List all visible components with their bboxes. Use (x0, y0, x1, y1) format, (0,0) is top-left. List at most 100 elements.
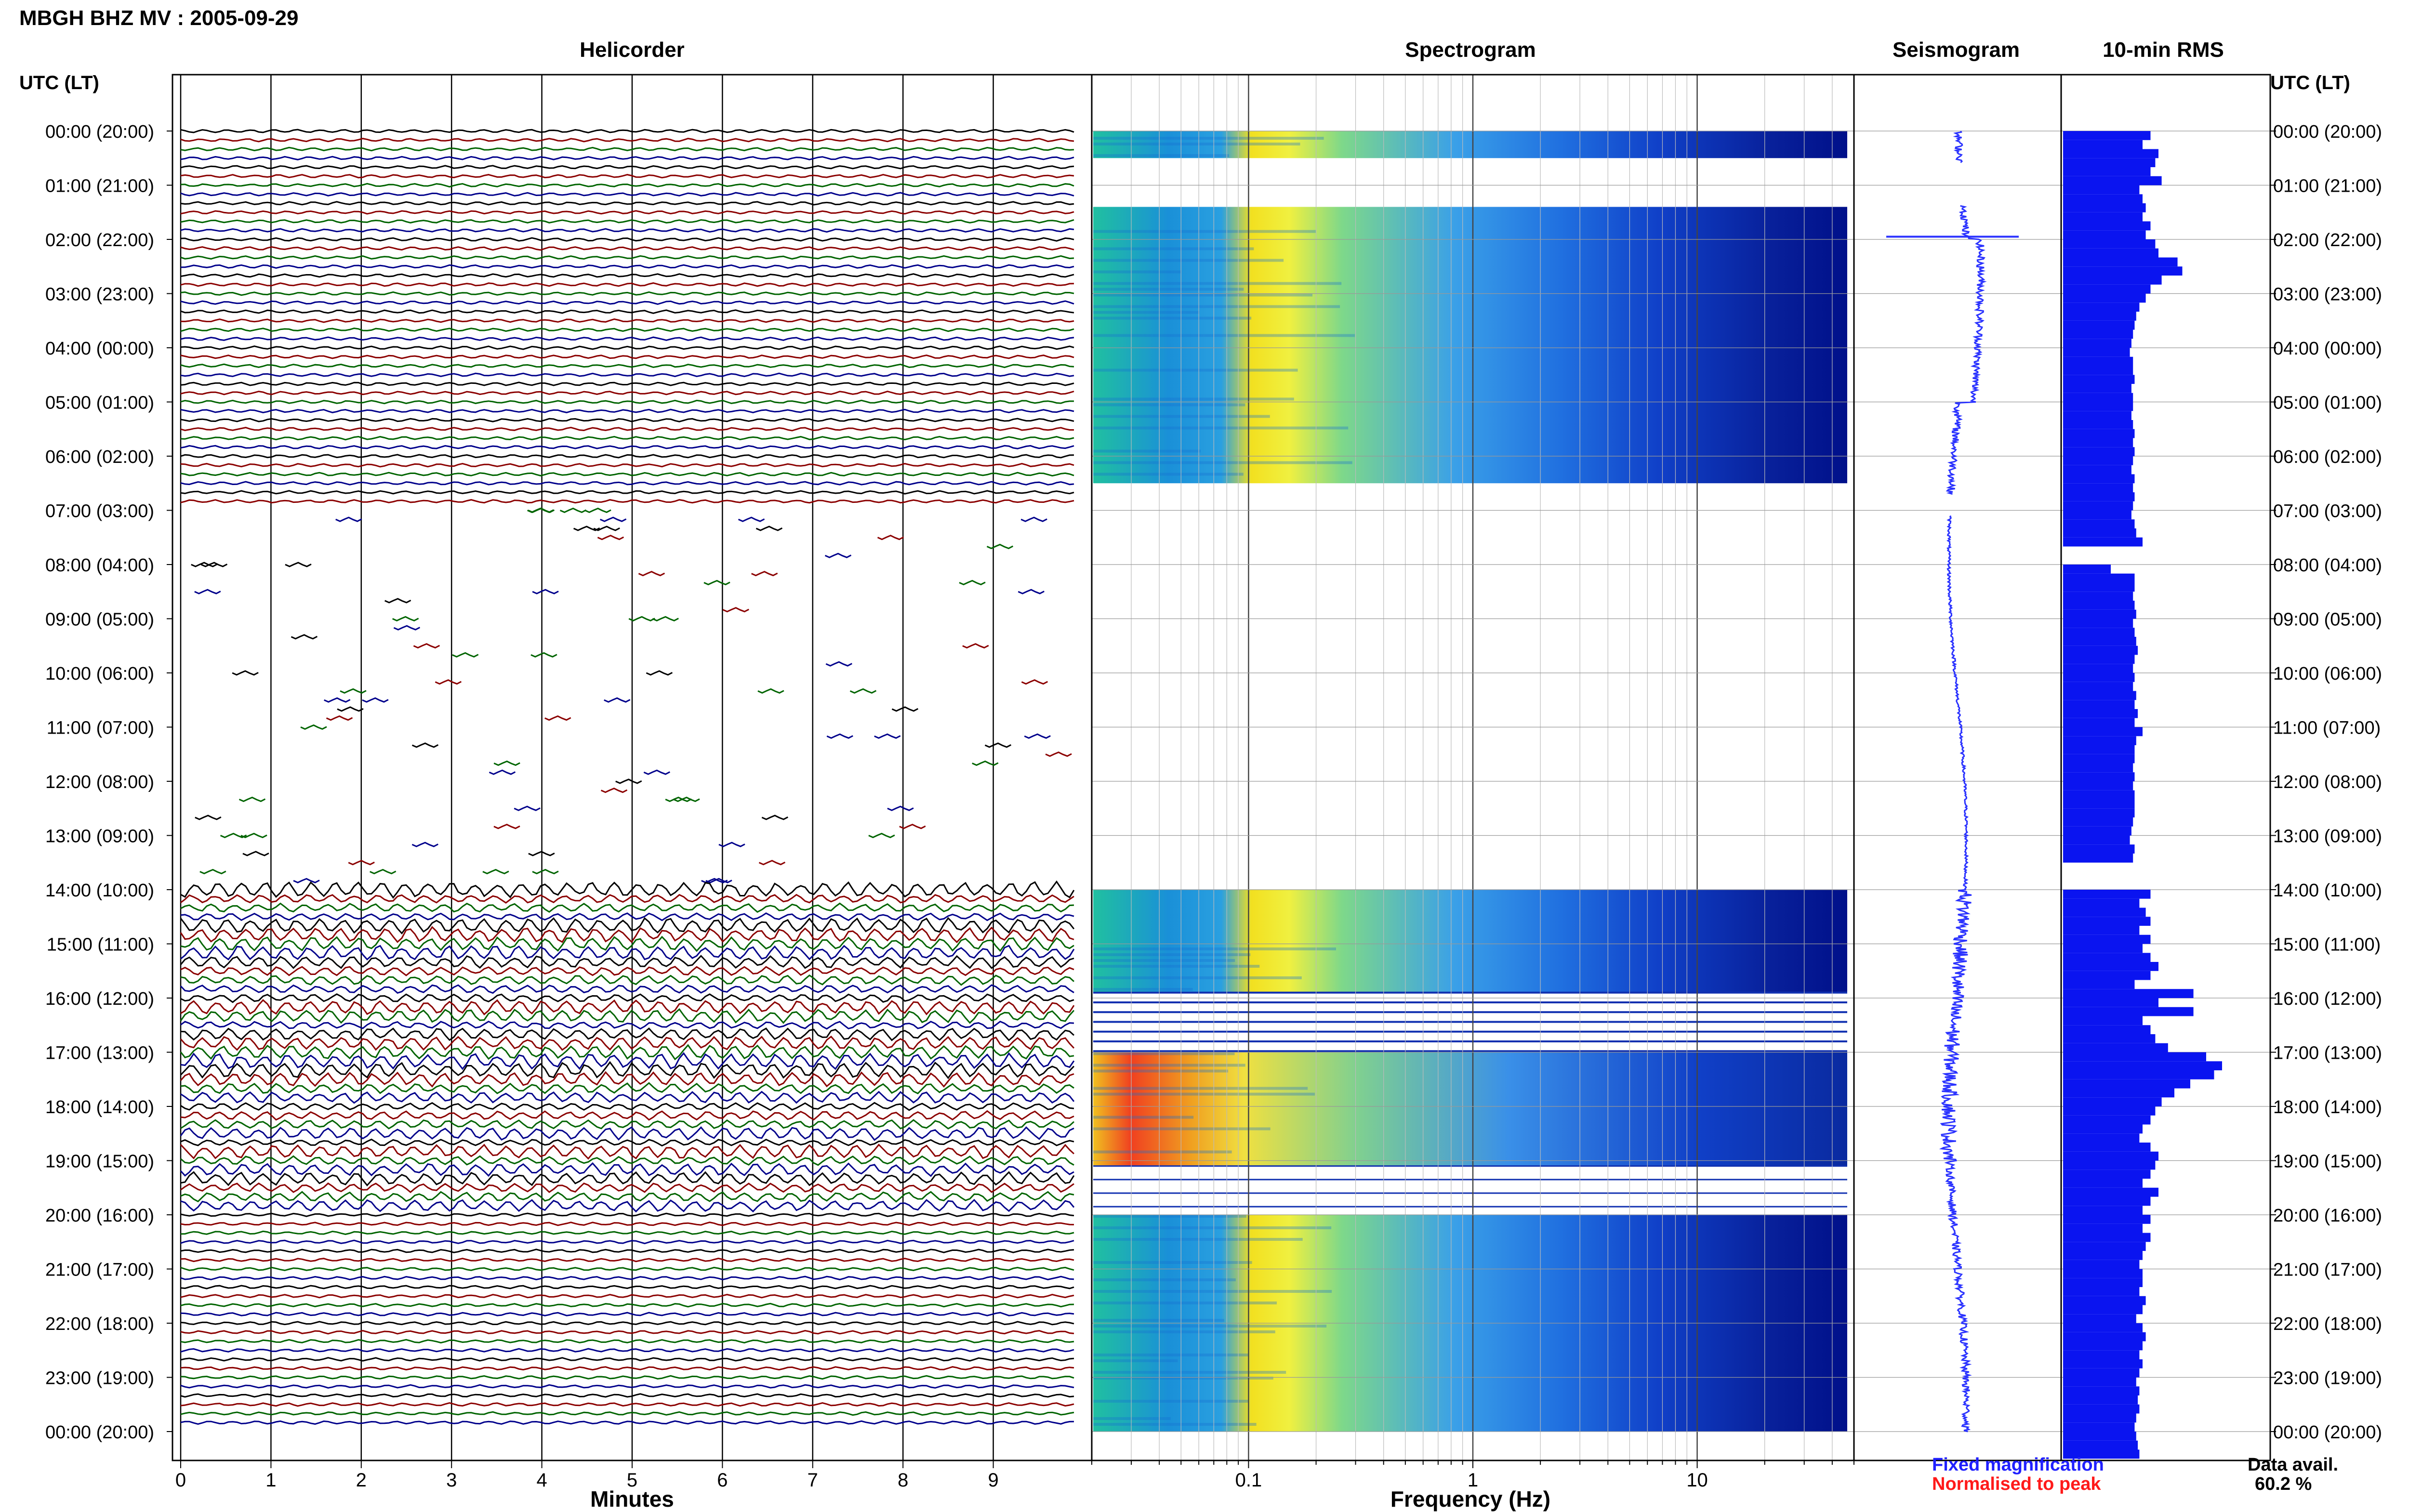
helicorder-fragment (615, 778, 642, 784)
rms-bar (2063, 573, 2135, 583)
helicorder-fragment (825, 661, 852, 667)
rms-bar (2063, 962, 2158, 971)
helicorder-fragment (849, 688, 877, 694)
spectrogram-band (1093, 988, 1193, 991)
hour-label-left: 16:00 (12:00) (45, 989, 154, 1009)
rms-bar (2063, 167, 2151, 176)
spectrogram-band (1093, 1052, 1235, 1055)
rms-bar (2063, 420, 2133, 429)
hour-label-left: 05:00 (01:00) (45, 393, 154, 413)
helicorder-fragment (673, 796, 700, 802)
rms-frame (2060, 74, 2271, 1461)
rms-bar (2063, 1124, 2143, 1134)
helicorder-trace (180, 1110, 1074, 1121)
hour-label-left: 17:00 (13:00) (45, 1043, 154, 1064)
spectrogram-band (1093, 259, 1284, 262)
helicorder-trace (180, 1061, 1075, 1079)
rms-title: 10-min RMS (2103, 38, 2224, 62)
rms-bar (2063, 266, 2183, 276)
rms-bar (2063, 402, 2133, 411)
helicorder-fragment (370, 868, 397, 875)
frequency-tick-label: 10 (1686, 1470, 1708, 1491)
helicorder-trace (180, 499, 1074, 504)
spectrogram-band (1093, 334, 1355, 337)
helicorder-trace (180, 129, 1074, 133)
spectrogram-band (1093, 976, 1302, 979)
rms-bar (2063, 691, 2136, 700)
rms-bar (2063, 276, 2162, 285)
helicorder-fragment (544, 715, 571, 721)
hour-label-right: 02:00 (22:00) (2273, 230, 2382, 250)
helicorder-fragment (335, 516, 362, 522)
helicorder-trace (180, 1198, 1075, 1213)
helicorder-fragment (199, 868, 226, 875)
hour-label-right: 00:00 (20:00) (2273, 1422, 2382, 1443)
hour-label-right: 15:00 (11:00) (2273, 935, 2381, 955)
helicorder-fragment (972, 760, 999, 766)
rms-bar (2063, 465, 2131, 474)
spectrogram-segment (1093, 207, 1847, 484)
helicorder-trace (180, 1027, 1075, 1041)
rms-bar (2063, 808, 2135, 818)
helicorder-trace (180, 1249, 1074, 1253)
rms-bar (2063, 980, 2135, 989)
rms-bar (2063, 1332, 2146, 1341)
helicorder-trace (180, 408, 1074, 414)
rms-bar (2063, 844, 2135, 854)
helicorder-trace (180, 399, 1074, 405)
helicorder-trace (180, 1302, 1074, 1308)
rms-bar (2063, 1341, 2143, 1351)
rms-bar (2063, 1061, 2222, 1071)
spectrogram-segment (1093, 890, 1847, 993)
rms-bar (2063, 835, 2130, 845)
helicorder-trace (180, 391, 1074, 395)
helicorder-trace (180, 138, 1074, 143)
rms-bar (2063, 709, 2138, 718)
helicorder-trace (180, 1171, 1075, 1187)
rms-bar (2063, 1386, 2140, 1396)
helicorder-trace (180, 1393, 1074, 1398)
helicorder-fragment (826, 733, 853, 739)
minute-tick-label: 2 (356, 1470, 367, 1491)
rms-bar (2063, 185, 2140, 195)
spectrogram-band (1093, 1116, 1194, 1119)
hour-label-right: 09:00 (05:00) (2273, 610, 2382, 630)
spectrogram-band (1093, 154, 1230, 157)
rms-bar (2063, 528, 2136, 538)
helicorder-fragment (597, 535, 624, 540)
helicorder-trace (180, 1102, 1074, 1111)
spectrogram-band (1093, 1330, 1275, 1333)
rms-bar (2063, 438, 2133, 447)
helicorder-fragment (435, 679, 462, 685)
helicorder-trace (180, 1212, 1074, 1217)
hour-label-left: 11:00 (07:00) (47, 718, 154, 738)
helicorder-fragment (628, 616, 655, 622)
helicorder-trace (180, 372, 1074, 377)
rms-bar (2063, 1179, 2143, 1188)
hour-label-left: 23:00 (19:00) (45, 1368, 154, 1389)
hour-label-right: 16:00 (12:00) (2273, 989, 2382, 1009)
rms-bar (2063, 1187, 2158, 1197)
spectrogram-band (1093, 1238, 1303, 1241)
helicorder-trace (180, 1008, 1075, 1024)
helicorder-trace (180, 1222, 1074, 1226)
spectrogram-band (1093, 953, 1251, 956)
rms-bar (2063, 312, 2136, 321)
helicorder-fragment (665, 796, 692, 802)
rms-bar (2063, 149, 2158, 158)
rms-bar (2063, 140, 2143, 149)
hour-label-right: 18:00 (14:00) (2273, 1097, 2382, 1118)
rms-bar (2063, 356, 2133, 366)
minute-tick-label: 0 (175, 1470, 186, 1491)
helicorder-trace (180, 880, 1075, 899)
helicorder-trace (180, 454, 1074, 459)
helicorder-trace (180, 156, 1074, 160)
hour-label-left: 03:00 (23:00) (45, 285, 154, 305)
rms-bar (2063, 329, 2133, 339)
rms-bar (2063, 519, 2135, 529)
spectrogram-band (1093, 1092, 1315, 1096)
helicorder-trace (180, 1420, 1074, 1425)
rms-bar (2063, 618, 2133, 628)
helicorder-trace (180, 1191, 1074, 1203)
helicorder-fragment (757, 688, 784, 694)
